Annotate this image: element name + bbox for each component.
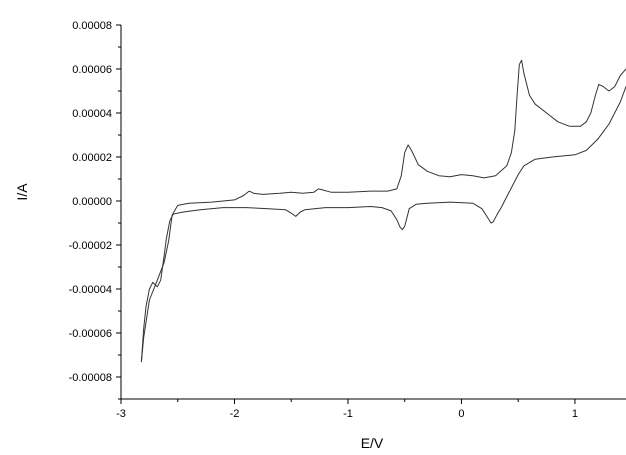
y-tick-label: 0.00000	[72, 196, 112, 208]
y-tick-label: -0.00002	[69, 240, 112, 252]
y-tick-label: 0.00002	[72, 152, 112, 164]
x-tick-label: -2	[230, 408, 240, 420]
x-tick-label: 1	[572, 408, 578, 420]
series-line-2	[140, 59, 626, 363]
y-tick-label: 0.00004	[72, 108, 112, 120]
x-tick-label: 0	[458, 408, 464, 420]
y-tick-label: 0.00006	[72, 64, 112, 76]
x-tick-label: -1	[343, 408, 353, 420]
y-tick-label: -0.00004	[69, 284, 112, 296]
axes: 0.00008 0.00006 0.00004 0.00002 0.00000 -0.00…	[69, 20, 626, 420]
y-tick-label: -0.00008	[69, 372, 112, 384]
y-tick-label: -0.00006	[69, 328, 112, 340]
y-axis-title: I/A	[14, 183, 30, 201]
y-tick-label: 0.00008	[72, 20, 112, 32]
x-tick-label: -3	[116, 408, 126, 420]
series-line-1	[140, 86, 626, 363]
x-axis-title: E/V	[361, 435, 384, 451]
plot-area	[140, 59, 626, 363]
